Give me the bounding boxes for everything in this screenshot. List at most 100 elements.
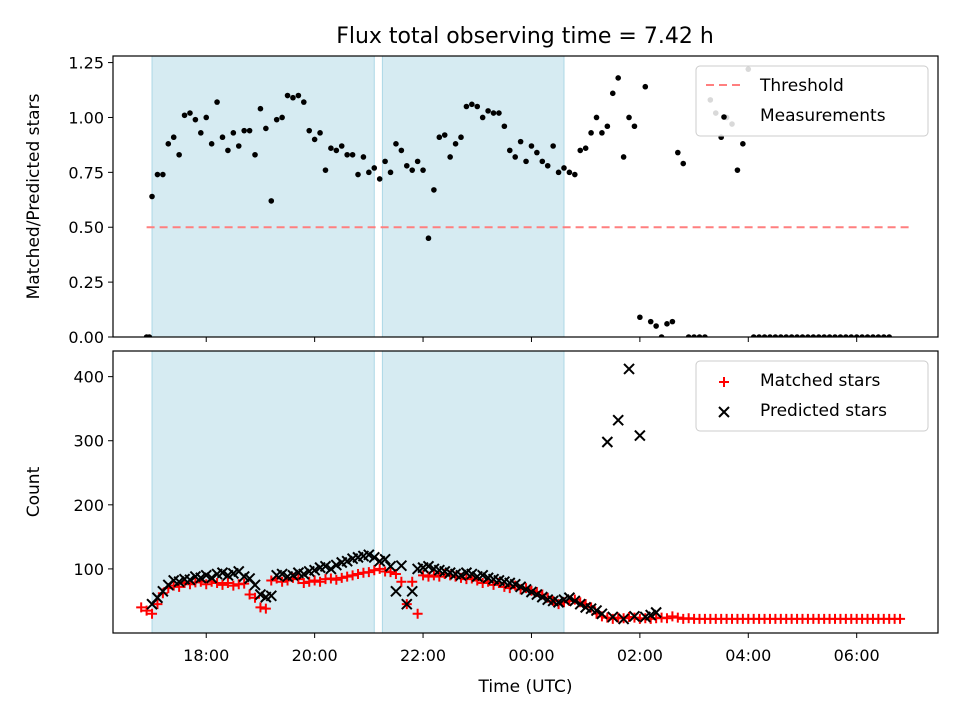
measurement-point xyxy=(886,334,893,337)
measurement-point xyxy=(263,125,269,132)
measurement-point xyxy=(246,127,253,134)
measurement-point xyxy=(279,114,285,121)
measurement-point xyxy=(588,130,594,136)
matched-star-point xyxy=(266,575,277,586)
measurement-point xyxy=(311,136,318,143)
matched-star-point xyxy=(168,580,179,591)
measurement-point xyxy=(826,334,833,337)
observing-span-1 xyxy=(381,55,565,338)
predicted-star-point xyxy=(384,560,397,573)
measurement-point xyxy=(577,147,584,154)
x-tick-label: 18:00 xyxy=(183,646,229,665)
measurement-point xyxy=(376,176,383,182)
matched-star-point xyxy=(363,567,374,578)
measurement-point xyxy=(176,151,182,158)
measurement-point xyxy=(146,334,153,337)
matched-star-point xyxy=(309,575,320,586)
measurement-point xyxy=(528,143,535,149)
measurement-point xyxy=(355,171,361,178)
measurement-point xyxy=(366,169,372,176)
legend-label: Threshold xyxy=(759,76,844,96)
matched-star-point xyxy=(499,581,510,592)
measurement-point xyxy=(734,167,741,173)
measurement-point xyxy=(609,90,616,97)
measurement-point xyxy=(582,145,589,152)
matched-star-point xyxy=(136,602,147,613)
measurement-point xyxy=(642,83,649,90)
y-axis-label: Matched/Predicted stars xyxy=(24,93,44,299)
matched-star-point xyxy=(239,578,250,589)
matched-star-point xyxy=(385,567,396,578)
matched-star-point xyxy=(260,603,271,614)
measurement-point xyxy=(235,143,242,149)
matched-star-point xyxy=(347,570,358,581)
measurement-point xyxy=(517,138,524,145)
matched-star-point xyxy=(342,571,353,582)
matched-star-point xyxy=(315,576,326,587)
measurement-point xyxy=(637,314,643,321)
predicted-star-point xyxy=(634,429,646,442)
predicted-star-point xyxy=(596,608,608,620)
x-tick-label: 04:00 xyxy=(725,646,771,665)
top-panel: 0.00 0.25 0.50 0.75 1.00 1.25 Matched/Predicte… xyxy=(24,54,939,347)
matched-star-point xyxy=(293,574,304,585)
measurement-point xyxy=(393,141,399,147)
measurement-point xyxy=(539,158,546,165)
measurement-point xyxy=(761,334,768,337)
measurement-point xyxy=(447,154,453,160)
measurement-point xyxy=(501,123,508,130)
matched-star-point xyxy=(336,572,347,583)
predicted-star-point xyxy=(249,579,261,591)
measurement-point xyxy=(306,127,313,134)
legend-label: Measurements xyxy=(760,106,886,126)
measurement-point xyxy=(214,99,220,105)
y-tick-label: 300 xyxy=(73,432,104,451)
measurement-point xyxy=(463,103,470,110)
predicted-star-point xyxy=(184,574,196,586)
bottom-panel: 100 200 300 400 18:00 20:00 22:00 00:00 02:00 04:… xyxy=(24,350,939,697)
chart-title: Flux total observing time = 7.42 h xyxy=(336,24,714,49)
matched-star-point xyxy=(418,570,429,581)
measurement-point xyxy=(506,147,513,154)
matched-star-point xyxy=(244,589,255,600)
measurement-point xyxy=(387,169,394,176)
measurement-point xyxy=(626,114,632,121)
predicted-star-point xyxy=(379,553,391,566)
measurement-point xyxy=(170,134,177,141)
matched-star-point xyxy=(504,583,515,594)
measurement-point xyxy=(414,158,421,165)
measurement-point xyxy=(696,334,703,337)
predicted-star-point xyxy=(607,611,619,623)
matched-star-point xyxy=(255,602,266,613)
measurement-point xyxy=(322,167,329,173)
measurement-point xyxy=(252,151,258,158)
y-tick-label: 400 xyxy=(73,368,104,387)
matched-star-point xyxy=(228,580,239,591)
measurement-point xyxy=(436,134,443,141)
matched-star-point xyxy=(147,608,158,619)
predicted-star-point xyxy=(563,592,576,604)
measurement-point xyxy=(870,334,876,337)
measurement-point xyxy=(203,114,210,121)
measurement-point xyxy=(219,134,226,141)
x-tick-label: 20:00 xyxy=(292,646,338,665)
matched-star-point xyxy=(407,576,418,587)
measurement-point xyxy=(544,162,551,169)
measurement-point xyxy=(685,334,692,337)
measurement-point xyxy=(799,334,806,337)
legend: Threshold Measurements xyxy=(695,65,929,137)
matched-star-point xyxy=(661,613,672,624)
matched-star-point xyxy=(298,578,309,589)
measurement-point xyxy=(338,143,345,149)
measurement-point xyxy=(360,154,367,160)
measurement-point xyxy=(512,154,519,160)
measurement-point xyxy=(431,187,437,193)
measurement-point xyxy=(181,112,188,119)
measurement-point xyxy=(290,94,296,101)
measurement-point xyxy=(198,130,204,136)
measurement-point xyxy=(344,151,350,158)
predicted-star-point xyxy=(569,595,581,607)
matched-star-point xyxy=(602,612,613,623)
measurement-point xyxy=(848,334,855,337)
